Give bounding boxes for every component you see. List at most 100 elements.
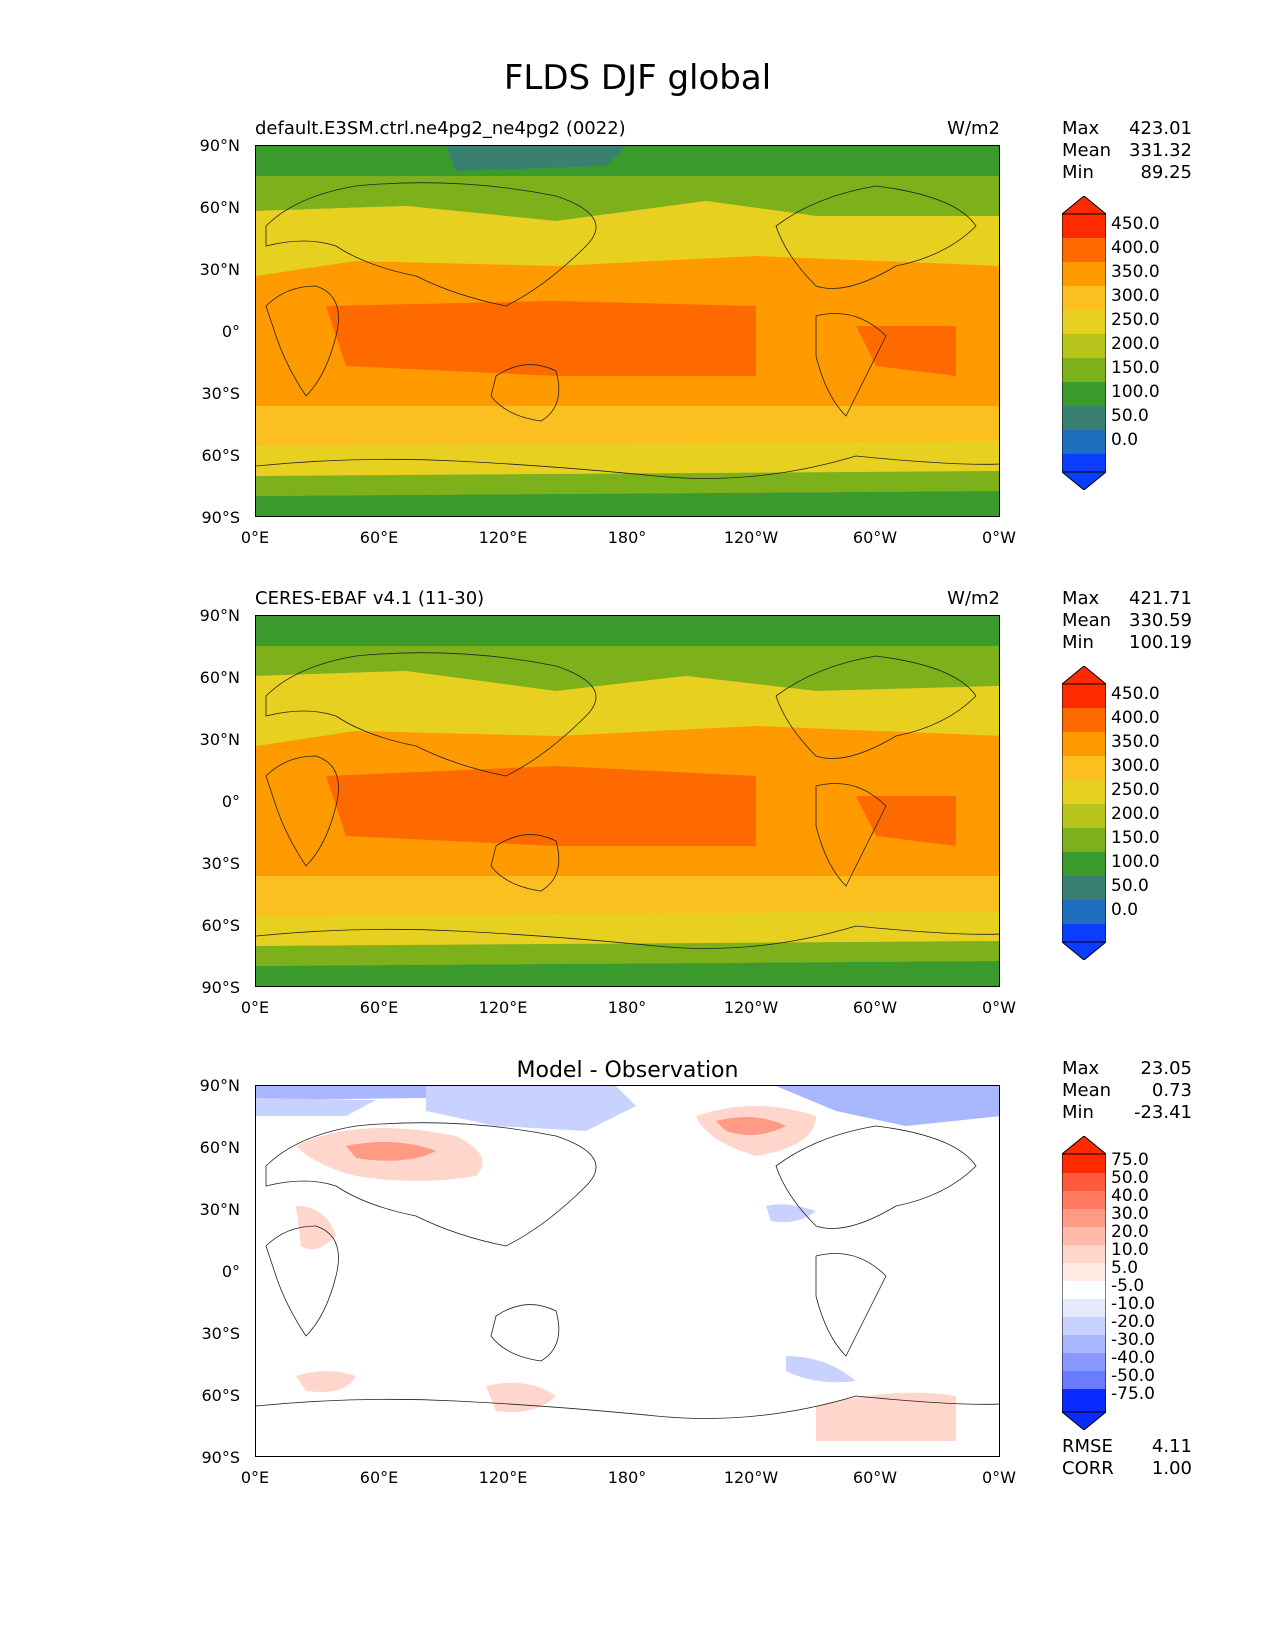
stat-label: Max <box>1062 588 1100 609</box>
colorbar-label: -75.0 <box>1111 1384 1155 1404</box>
y-tick-label: 30°S <box>201 854 240 873</box>
y-tick-label: 30°N <box>199 260 240 279</box>
panel-stats: Max 421.71 Mean 330.59 Min 100.19 <box>1062 588 1192 654</box>
stat-label: Mean <box>1062 140 1112 161</box>
stat-label: Min <box>1062 162 1094 183</box>
x-tick-label: 120°W <box>723 1468 779 1487</box>
map-difference <box>255 1085 1000 1457</box>
y-tick-label: 60°N <box>199 1138 240 1157</box>
y-tick-label: 30°N <box>199 730 240 749</box>
colorbar-label: 150.0 <box>1111 828 1160 848</box>
colorbar-label: -20.0 <box>1111 1312 1155 1332</box>
stat-label: Min <box>1062 1102 1094 1123</box>
stat-label: Mean <box>1062 1080 1112 1101</box>
colorbar-label: 0.0 <box>1111 900 1139 920</box>
x-tick-label: 120°E <box>478 1468 528 1487</box>
colorbar-label: 0.0 <box>1111 430 1139 450</box>
colorbar-label: 200.0 <box>1111 804 1160 824</box>
colorbar-label: 450.0 <box>1111 214 1160 234</box>
stat-label: CORR <box>1062 1458 1114 1479</box>
y-tick-label: 60°S <box>201 916 240 935</box>
colorbar-label: 150.0 <box>1111 358 1160 378</box>
x-tick-label: 0°W <box>982 998 1016 1017</box>
y-tick-label: 30°N <box>199 1200 240 1219</box>
x-tick-label: 60°E <box>359 1468 399 1487</box>
colorbar-label: -30.0 <box>1111 1330 1155 1350</box>
panel-model: default.E3SM.ctrl.ne4pg2_ne4pg2 (0022) W… <box>0 118 1275 588</box>
colorbar-label: 30.0 <box>1111 1204 1149 1224</box>
x-tick-label: 0°E <box>240 528 270 547</box>
panel-units: W/m2 <box>947 588 1000 609</box>
stat-label: Mean <box>1062 610 1112 631</box>
stat-value: -23.41 <box>1133 1102 1192 1123</box>
x-tick-label: 60°E <box>359 528 399 547</box>
stat-label: Min <box>1062 632 1094 653</box>
colorbar <box>1060 665 1108 964</box>
y-tick-label: 90°S <box>201 978 240 997</box>
map-model <box>255 145 1000 517</box>
stat-value: 4.11 <box>1151 1436 1192 1457</box>
x-tick-label: 180° <box>607 1468 647 1487</box>
stat-label: Max <box>1062 1058 1100 1079</box>
x-tick-label: 120°W <box>723 998 779 1017</box>
x-tick-label: 0°E <box>240 1468 270 1487</box>
panel-difference: Model - Observation <box>0 1058 1275 1618</box>
colorbar-label: 10.0 <box>1111 1240 1149 1260</box>
y-tick-label: 60°S <box>201 1386 240 1405</box>
panel-title-center: Model - Observation <box>516 1058 739 1083</box>
map-observation <box>255 615 1000 987</box>
colorbar <box>1060 195 1108 494</box>
panel-extra-stats: RMSE 4.11 CORR 1.00 <box>1062 1436 1192 1480</box>
x-tick-label: 60°W <box>852 528 898 547</box>
colorbar-label: 75.0 <box>1111 1150 1149 1170</box>
colorbar-label: 100.0 <box>1111 852 1160 872</box>
colorbar-label: 400.0 <box>1111 708 1160 728</box>
stat-value: 330.59 <box>1129 610 1192 631</box>
stat-value: 23.05 <box>1140 1058 1192 1079</box>
x-tick-label: 120°W <box>723 528 779 547</box>
panel-observation: CERES-EBAF v4.1 (11-30) W/m2 <box>0 588 1275 1058</box>
panel-stats: Max 23.05 Mean 0.73 Min -23.41 <box>1062 1058 1192 1124</box>
y-tick-label: 90°N <box>199 136 240 155</box>
colorbar-label: -40.0 <box>1111 1348 1155 1368</box>
colorbar-label: 250.0 <box>1111 780 1160 800</box>
colorbar-label: 50.0 <box>1111 406 1149 426</box>
colorbar-label: 450.0 <box>1111 684 1160 704</box>
panel-title-left: default.E3SM.ctrl.ne4pg2_ne4pg2 (0022) <box>255 118 626 139</box>
colorbar-label: 20.0 <box>1111 1222 1149 1242</box>
x-tick-label: 120°E <box>478 528 528 547</box>
colorbar-label: 350.0 <box>1111 732 1160 752</box>
panel-units: W/m2 <box>947 118 1000 139</box>
y-tick-label: 60°N <box>199 668 240 687</box>
figure-title: FLDS DJF global <box>503 58 772 98</box>
stat-value: 0.73 <box>1151 1080 1192 1101</box>
x-tick-label: 60°E <box>359 998 399 1017</box>
stat-label: RMSE <box>1062 1436 1113 1457</box>
y-tick-label: 90°S <box>201 1448 240 1467</box>
x-tick-label: 0°E <box>240 998 270 1017</box>
colorbar-label: 50.0 <box>1111 1168 1149 1188</box>
x-tick-label: 0°W <box>982 528 1016 547</box>
x-tick-label: 60°W <box>852 1468 898 1487</box>
y-tick-label: 30°S <box>201 1324 240 1343</box>
colorbar-label: 300.0 <box>1111 756 1160 776</box>
y-tick-label: 0° <box>221 322 240 341</box>
stat-label: Max <box>1062 118 1100 139</box>
stat-value: 331.32 <box>1129 140 1192 161</box>
colorbar-label: -5.0 <box>1111 1276 1145 1296</box>
x-tick-label: 180° <box>607 528 647 547</box>
y-tick-label: 90°S <box>201 508 240 527</box>
colorbar-label: 400.0 <box>1111 238 1160 258</box>
y-tick-label: 90°N <box>199 606 240 625</box>
y-tick-label: 60°S <box>201 446 240 465</box>
y-tick-label: 0° <box>221 1262 240 1281</box>
colorbar-label: 300.0 <box>1111 286 1160 306</box>
colorbar-label: 40.0 <box>1111 1186 1149 1206</box>
x-tick-label: 0°W <box>982 1468 1016 1487</box>
colorbar-label: 50.0 <box>1111 876 1149 896</box>
stat-value: 100.19 <box>1129 632 1192 653</box>
colorbar-label: 200.0 <box>1111 334 1160 354</box>
colorbar-label: -50.0 <box>1111 1366 1155 1386</box>
x-tick-label: 180° <box>607 998 647 1017</box>
colorbar-label: 100.0 <box>1111 382 1160 402</box>
